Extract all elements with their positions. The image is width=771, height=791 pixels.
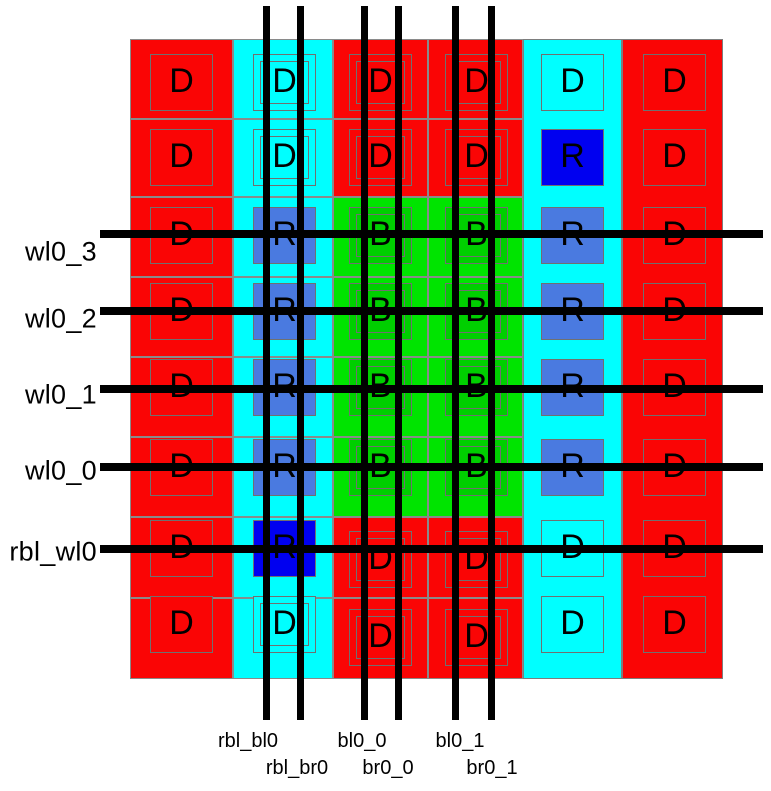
cell-dummy-r7c0: D [150,596,213,653]
wordline-wl0_0 [100,463,763,471]
cell-letter: D [169,137,194,175]
bitline-rbl_br0 [296,6,304,720]
cell-boundary-r0c0 [130,39,233,119]
cell-boundary-r3c0 [130,277,233,357]
cell-boundary-r3c1 [233,277,333,357]
bitline-bl0_0 [360,6,368,720]
cell-boundary-r0c1 [233,39,333,119]
cell-letter: D [272,62,297,100]
cell-boundary-r5c2 [333,437,428,517]
cell-letter: D [272,604,297,642]
cell-replica-r1c4: R [541,129,604,186]
cell-boundary-r7c3 [428,598,523,679]
cell-boundary-r0c3 [428,39,523,119]
cell-boundary-r3c2 [333,277,428,357]
cell-boundary-r4c0 [130,357,233,437]
bitline-label-rbl_br0: rbl_br0 [265,757,329,779]
cell-boundary-r4c1 [233,357,333,437]
cell-dummy-r1c5: D [643,129,706,186]
cell-inner-outline [260,603,309,646]
cell-boundary-r6c3 [428,517,523,598]
bitline-label-rbl_bl0: rbl_bl0 [217,730,279,752]
cell-letter: D [368,617,393,655]
bitline-br0_0 [395,6,402,720]
cell-boundary-r5c1 [233,437,333,517]
cell-inner-outline [356,538,405,581]
cell-letter: D [662,604,687,642]
wordline-label-wl0_2: wl0_2 [24,303,97,334]
cell-dummy-r7c4: D [541,596,604,653]
cell-boundary-r5c3 [428,437,523,517]
cell-letter: D [368,137,393,175]
cell-inner-outline [260,61,309,104]
wordline-label-rbl_wl0: rbl_wl0 [9,536,97,567]
cell-letter: D [169,604,194,642]
cell-boundary-r1c2 [333,119,428,197]
bitline-bl0_1 [451,6,459,720]
wordline-label-wl0_0: wl0_0 [24,455,97,486]
wordline-rbl_wl0 [100,545,763,553]
cell-boundary-r0c2 [333,39,428,119]
cell-letter: D [169,62,194,100]
cell-inner-outline [356,616,405,659]
wordline-wl0_3 [100,230,763,238]
cell-boundary-r3c3 [428,277,523,357]
cell-boundary-r1c1 [233,119,333,197]
bitline-label-bl0_1: bl0_1 [435,730,485,752]
cell-letter: D [560,62,585,100]
cell-letter: D [464,137,489,175]
bitline-label-br0_0: br0_0 [362,757,414,779]
bitline-label-bl0_0: bl0_0 [337,730,387,752]
cell-letter: D [662,62,687,100]
wordline-wl0_1 [100,385,763,393]
cell-inner-outline [356,136,405,179]
cell-boundary-r4c3 [428,357,523,437]
cell-letter: D [368,62,393,100]
cell-dummy-r0c4: D [541,54,604,111]
cell-boundary-r1c0 [130,119,233,197]
cell-inner-outline [356,61,405,104]
cell-boundary-r4c2 [333,357,428,437]
cell-letter: D [464,62,489,100]
wordline-label-wl0_3: wl0_3 [24,236,97,267]
cell-letter: D [560,604,585,642]
cell-boundary-r7c2 [333,598,428,679]
cell-boundary-r5c0 [130,437,233,517]
wordline-label-wl0_1: wl0_1 [24,379,97,410]
wordline-wl0_2 [100,307,763,315]
cell-dummy-r0c0: D [150,54,213,111]
bitline-rbl_bl0 [262,6,270,720]
cell-dummy-r0c5: D [643,54,706,111]
cell-boundary-r1c3 [428,119,523,197]
cell-dummy-r1c0: D [150,129,213,186]
cell-letter: R [560,137,585,175]
cell-letter: D [272,137,297,175]
bitline-label-br0_1: br0_1 [466,757,518,779]
cell-letter: D [662,137,687,175]
cell-boundary-r6c2 [333,517,428,598]
bitline-br0_1 [488,6,495,720]
cell-letter: D [464,617,489,655]
cell-dummy-r7c5: D [643,596,706,653]
cell-inner-outline [260,136,309,179]
